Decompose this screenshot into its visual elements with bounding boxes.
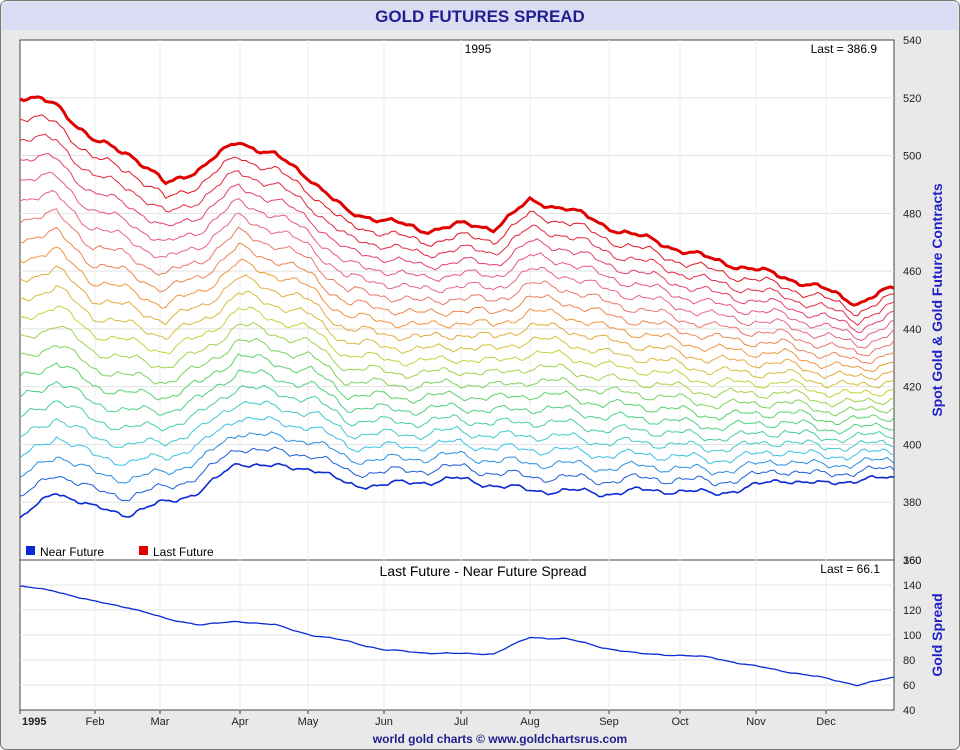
spread-y-tick-label: 140 (903, 580, 921, 592)
spread-y-tick-label: 100 (903, 630, 921, 642)
main-panel (19, 39, 895, 561)
futures-series (19, 95, 895, 519)
main-y-tick-label: 460 (903, 266, 921, 278)
main-y-tick-label: 420 (903, 382, 921, 394)
main-last-value: Last = 386.9 (811, 42, 878, 56)
x-tick-label: Oct (671, 716, 688, 728)
near-future-line (19, 462, 895, 519)
x-tick-label: 1995 (22, 716, 46, 728)
footer-credit: world gold charts © www.goldchartsrus.co… (372, 732, 627, 746)
x-tick-label: Sep (599, 716, 619, 728)
x-tick-label: May (298, 716, 319, 728)
spread-y-tick-labels: 40 60 80 100 120 140 160 (903, 555, 921, 717)
future-contract-line (19, 189, 895, 349)
future-contract-line (19, 246, 895, 373)
x-tick-label: Jul (454, 716, 468, 728)
future-contract-line (19, 384, 895, 444)
future-contract-line (19, 446, 895, 502)
x-tick-label: Mar (151, 716, 170, 728)
main-y-tick-label: 500 (903, 151, 921, 163)
future-contract-line (19, 353, 895, 426)
spread-y-tick-label: 60 (903, 680, 915, 692)
future-contract-line (19, 171, 895, 341)
future-contract-line (19, 226, 895, 364)
x-tick-label: Jun (375, 716, 393, 728)
future-contract-line (19, 369, 895, 435)
x-tick-label: Feb (86, 716, 105, 728)
main-gridlines (20, 40, 894, 560)
spread-series (19, 585, 895, 687)
main-y-axis-title: Spot Gold & Gold Future Contracts (929, 183, 945, 417)
chart-title: GOLD FUTURES SPREAD (375, 7, 585, 26)
spread-line (19, 585, 895, 687)
legend: Near Future Last Future (26, 545, 214, 559)
main-y-tick-label: 440 (903, 324, 921, 336)
main-y-tick-label: 380 (903, 497, 921, 509)
last-future-line (19, 95, 895, 307)
main-y-tick-label: 400 (903, 439, 921, 451)
title-bar (2, 2, 958, 30)
future-contract-line (19, 208, 895, 357)
legend-label-near: Near Future (40, 545, 104, 559)
spread-y-tick-label: 120 (903, 605, 921, 617)
spread-y-tick-label: 40 (903, 705, 915, 717)
future-contract-line (19, 133, 895, 326)
future-contract-line (19, 337, 895, 417)
legend-swatch-last (139, 546, 148, 555)
x-tick-label: Aug (520, 716, 540, 728)
spread-y-tick-label: 160 (903, 555, 921, 567)
main-y-tick-label: 520 (903, 93, 921, 105)
future-contract-line (19, 265, 895, 381)
main-y-tick-labels: 360 380 400 420 440 460 480 500 520 540 (903, 35, 921, 567)
spread-panel-title: Last Future - Near Future Spread (380, 563, 587, 579)
spread-y-axis-title: Gold Spread (929, 593, 945, 676)
future-contract-line (19, 322, 895, 408)
future-contract-line (19, 416, 895, 466)
legend-swatch-near (26, 546, 35, 555)
main-panel-title: 1995 (465, 42, 492, 56)
main-y-tick-label: 540 (903, 35, 921, 47)
future-contract-line (19, 400, 895, 453)
main-y-tick-label: 360 (903, 555, 921, 567)
spread-last-value: Last = 66.1 (820, 562, 880, 576)
x-tick-label: Nov (746, 716, 766, 728)
future-contract-line (19, 114, 894, 317)
legend-label-last: Last Future (153, 545, 214, 559)
x-tick-label: Dec (816, 716, 836, 728)
future-contract-line (19, 305, 895, 398)
main-y-tick-label: 480 (903, 208, 921, 220)
future-contract-line (19, 153, 895, 333)
x-tick-label: Apr (231, 716, 248, 728)
future-contract-line (19, 284, 895, 389)
future-contract-line (19, 431, 895, 484)
spread-y-tick-label: 80 (903, 655, 915, 667)
x-tick-labels: 1995 Feb Mar Apr May Jun Jul Aug Sep Oct Nov Dec (19, 710, 836, 728)
